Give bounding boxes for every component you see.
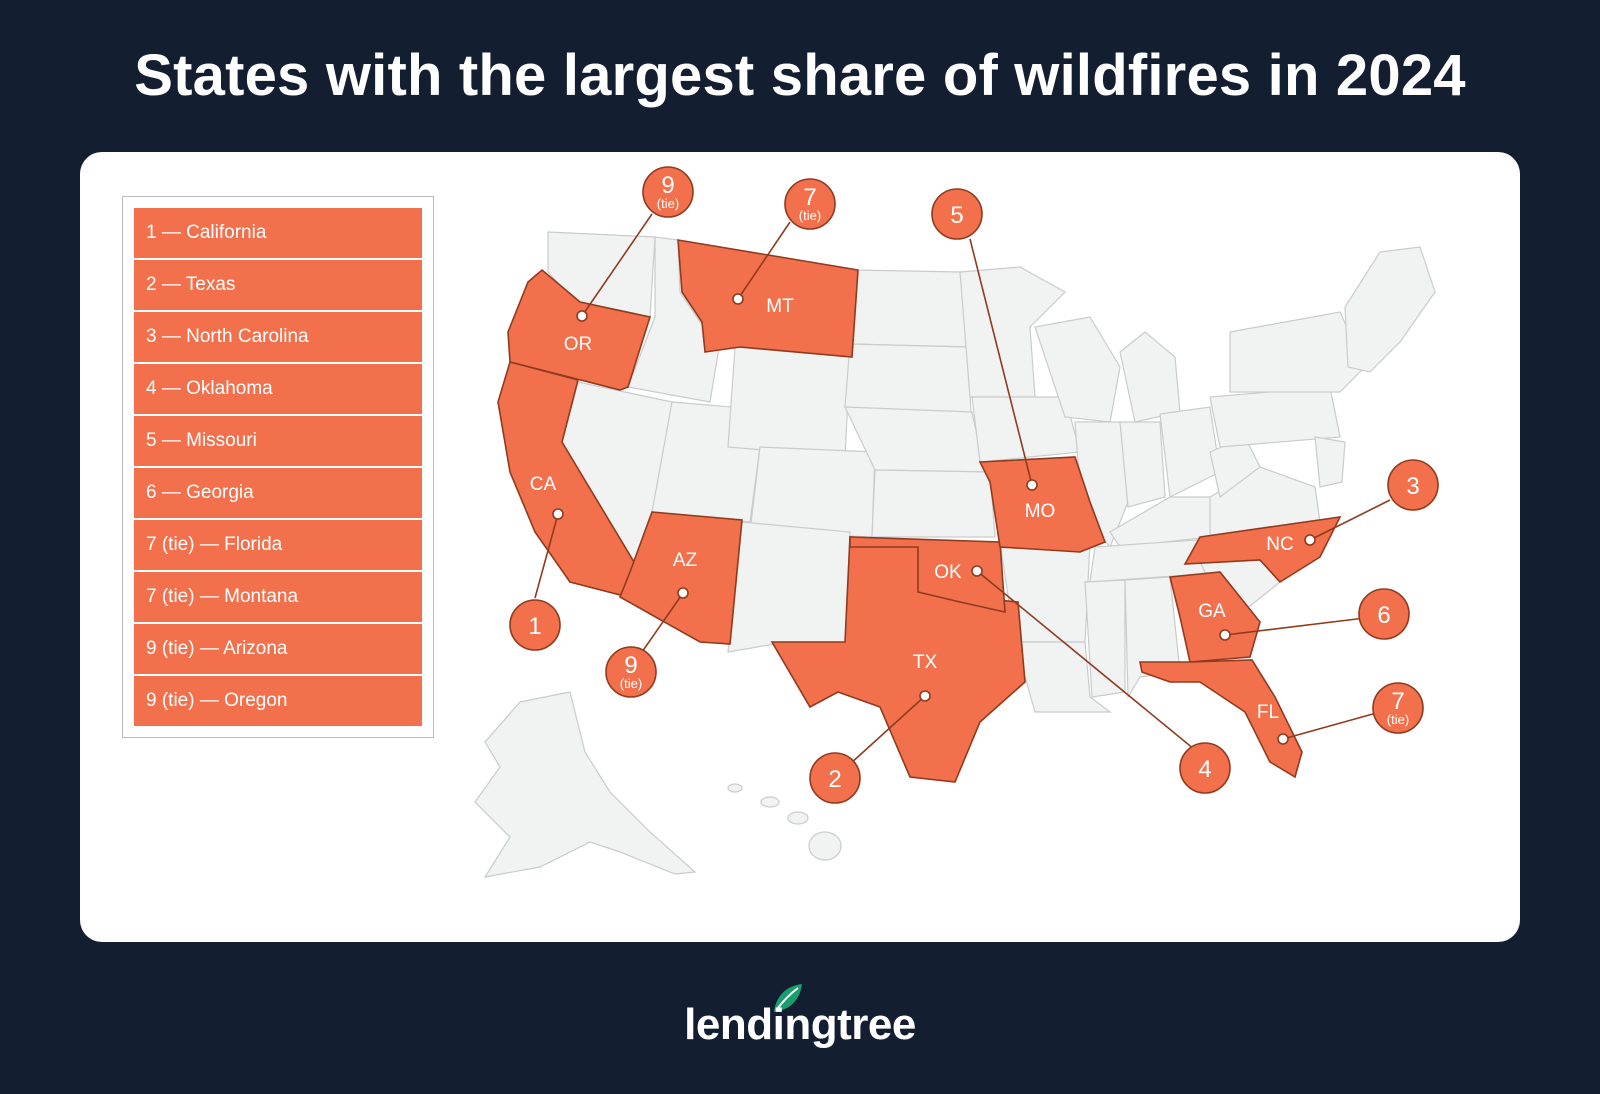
state-nm xyxy=(727,521,851,653)
svg-text:3: 3 xyxy=(1406,473,1419,500)
label-or: OR xyxy=(564,334,593,355)
svg-text:(tie): (tie) xyxy=(1387,712,1409,727)
label-ok: OK xyxy=(934,562,962,583)
highlighted-states xyxy=(497,239,1342,783)
brand-logo: lendingtree xyxy=(684,1000,916,1049)
svg-text:2: 2 xyxy=(828,766,841,793)
rank-badge-az: 9 (tie) xyxy=(605,646,657,698)
state-ms xyxy=(1084,579,1126,698)
state-hi xyxy=(727,783,842,861)
label-mo: MO xyxy=(1025,501,1056,522)
rank-badge-nc: 3 xyxy=(1387,459,1439,511)
state-or xyxy=(507,268,652,391)
state-in xyxy=(1119,421,1166,508)
label-mt: MT xyxy=(766,296,794,317)
legend-item: 9 (tie) — Arizona xyxy=(134,624,422,674)
legend-item: 5 — Missouri xyxy=(134,416,422,466)
state-ok xyxy=(849,536,1006,614)
leader-lines xyxy=(534,213,1391,765)
svg-text:6: 6 xyxy=(1377,602,1390,629)
legend-item: 4 — Oklahoma xyxy=(134,364,422,414)
state-ga xyxy=(1168,571,1261,663)
state-ak xyxy=(474,691,697,878)
state-mt xyxy=(677,239,859,358)
state-fl xyxy=(1139,659,1303,779)
state-ks xyxy=(871,469,996,538)
state-md-nj-de xyxy=(1314,436,1346,488)
state-nc xyxy=(1183,515,1342,584)
label-nc: NC xyxy=(1266,534,1293,555)
svg-text:9: 9 xyxy=(624,652,637,679)
rank-legend: 1 — California 2 — Texas 3 — North Carol… xyxy=(122,196,434,738)
state-co xyxy=(749,446,876,538)
state-labels: OR CA MT AZ TX OK MO NC GA FL xyxy=(530,296,1294,723)
legend-item: 7 (tie) — Florida xyxy=(134,520,422,570)
state-mn xyxy=(959,266,1066,398)
svg-text:(tie): (tie) xyxy=(799,208,821,223)
rank-badge-ca: 1 xyxy=(509,599,561,651)
leaf-logo-icon xyxy=(774,984,802,1012)
legend-item: 7 (tie) — Montana xyxy=(134,572,422,622)
label-ca: CA xyxy=(530,474,557,495)
label-ga: GA xyxy=(1198,601,1226,622)
us-map: OR CA MT AZ TX OK MO NC GA FL xyxy=(474,166,1439,878)
page-title: States with the largest share of wildfir… xyxy=(134,43,1466,108)
rank-badge-mo: 5 xyxy=(931,188,983,240)
legend-item: 1 — California xyxy=(134,208,422,258)
label-az: AZ xyxy=(673,550,698,571)
state-new-england xyxy=(1344,246,1436,373)
state-ny xyxy=(1229,311,1366,393)
label-fl: FL xyxy=(1257,702,1279,723)
svg-text:7: 7 xyxy=(1391,688,1404,715)
state-mo xyxy=(978,456,1107,553)
svg-text:9: 9 xyxy=(661,172,674,199)
svg-text:4: 4 xyxy=(1198,756,1211,783)
anchor-dots xyxy=(552,293,1316,745)
label-tx: TX xyxy=(913,652,938,673)
state-nd xyxy=(849,269,969,348)
state-az xyxy=(618,511,743,645)
rank-badge-ok: 4 xyxy=(1179,742,1231,794)
rank-badge-ga: 6 xyxy=(1358,588,1410,640)
legend-item: 9 (tie) — Oregon xyxy=(134,676,422,726)
svg-text:1: 1 xyxy=(528,613,541,640)
svg-text:(tie): (tie) xyxy=(657,196,679,211)
state-la xyxy=(1014,641,1112,713)
legend-item: 3 — North Carolina xyxy=(134,312,422,362)
rank-badge-mt: 7 (tie) xyxy=(784,178,836,230)
state-mi xyxy=(1119,331,1181,423)
svg-text:7: 7 xyxy=(803,184,816,211)
rank-badge-tx: 2 xyxy=(809,752,861,804)
state-wy xyxy=(727,346,851,458)
state-wi xyxy=(1034,316,1121,423)
rank-badge-or: 9 (tie) xyxy=(642,166,694,218)
map-card: OR CA MT AZ TX OK MO NC GA FL xyxy=(80,152,1520,942)
svg-text:5: 5 xyxy=(950,202,963,229)
svg-text:(tie): (tie) xyxy=(620,676,642,691)
rank-badge-fl: 7 (tie) xyxy=(1372,682,1424,734)
legend-item: 2 — Texas xyxy=(134,260,422,310)
legend-item: 6 — Georgia xyxy=(134,468,422,518)
